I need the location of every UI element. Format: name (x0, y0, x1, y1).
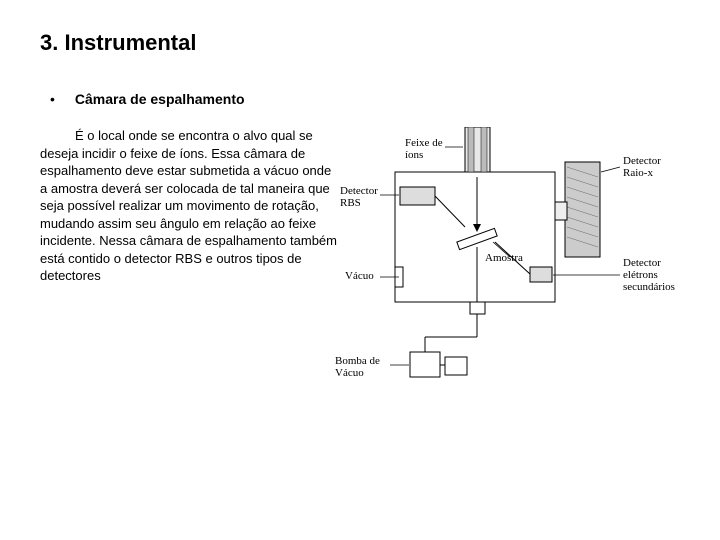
content-row: É o local onde se encontra o alvo qual s… (40, 127, 680, 407)
label-amostra: Amostra (485, 252, 523, 264)
label-vacuo: Vácuo (345, 270, 374, 282)
label-detector-rbs: Detector RBS (340, 185, 378, 209)
section-title: 3. Instrumental (40, 30, 680, 56)
label-bomba: Bomba de Vácuo (335, 355, 380, 379)
label-feixe: Feixe de íons (405, 137, 443, 161)
chamber-diagram: Feixe de íons Detector RBS Detector Raio… (355, 127, 680, 407)
bullet: • (50, 91, 55, 107)
subtitle-row: • Câmara de espalhamento (40, 91, 680, 107)
label-detector-eletrons: Detector elétrons secundários (623, 257, 675, 293)
body-paragraph: É o local onde se encontra o alvo qual s… (40, 127, 340, 407)
label-detector-raiox: Detector Raio-x (623, 155, 661, 179)
subtitle: Câmara de espalhamento (75, 91, 245, 107)
